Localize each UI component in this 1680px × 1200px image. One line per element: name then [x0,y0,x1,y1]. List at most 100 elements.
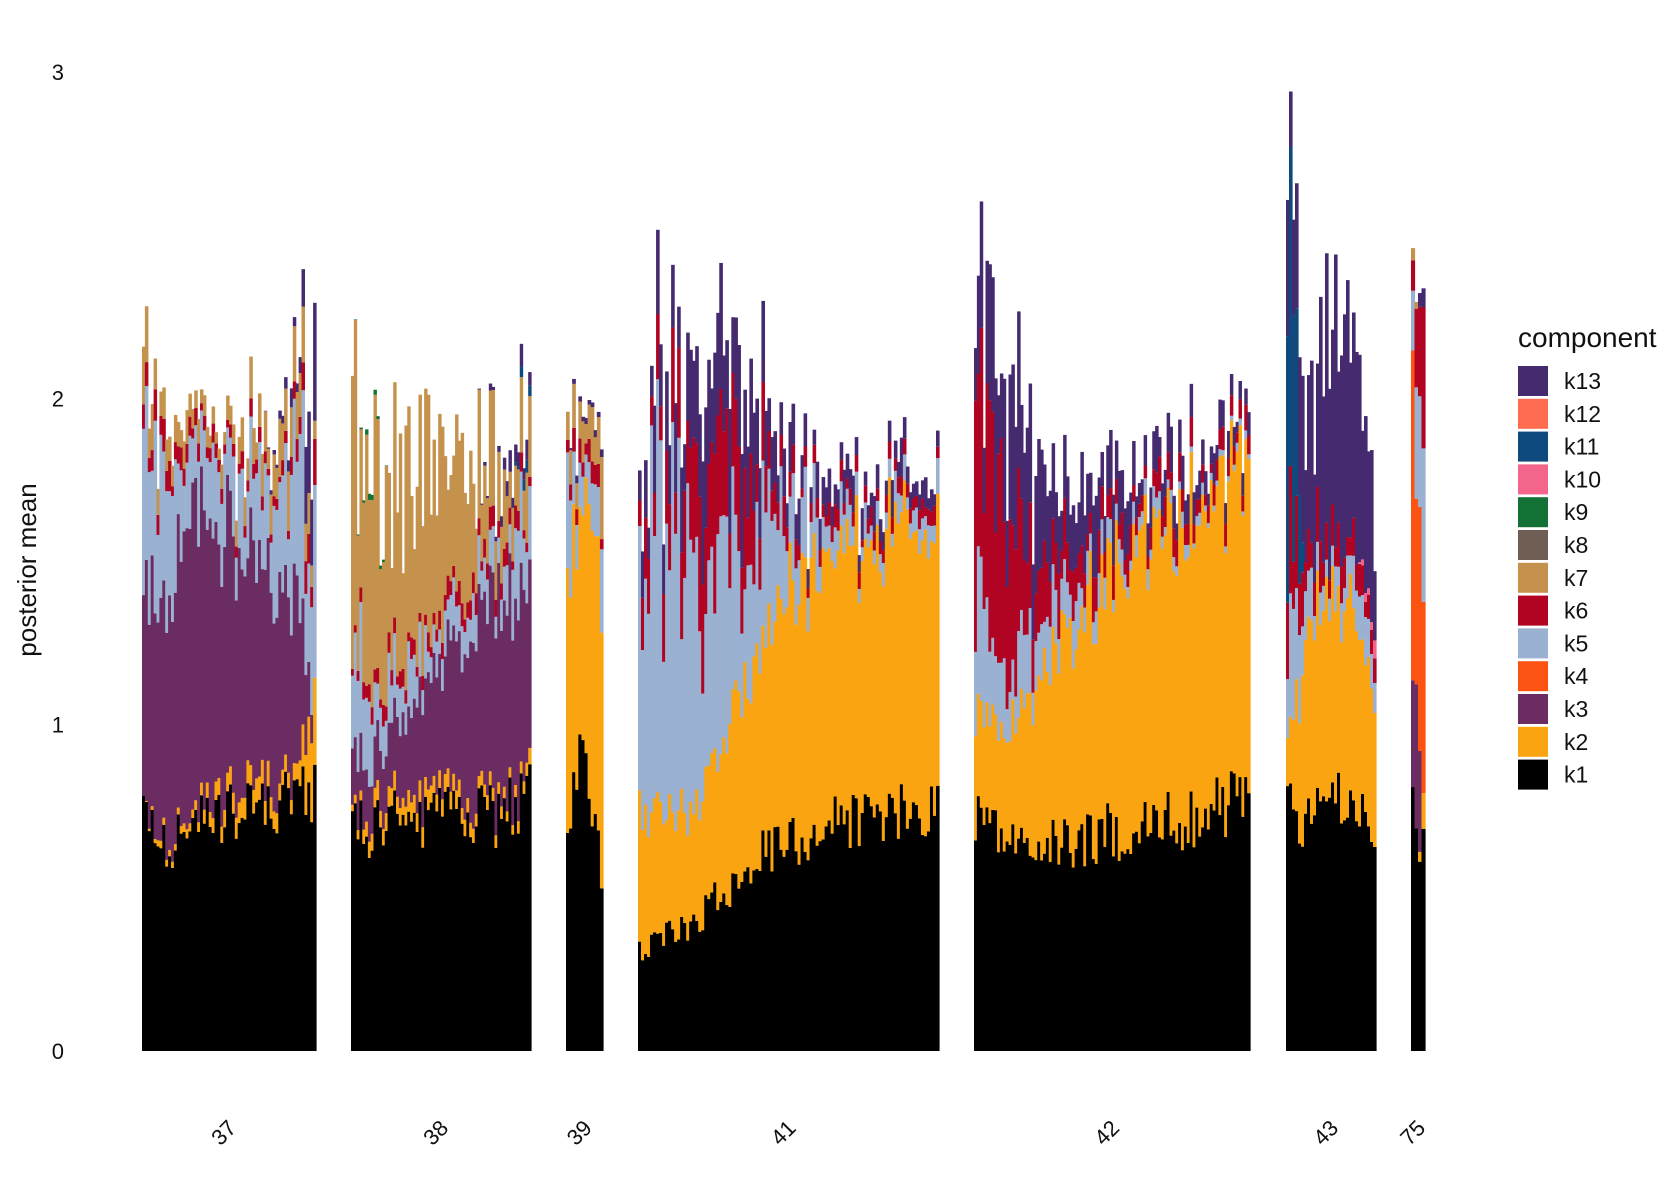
bar-segment-k6 [258,427,262,442]
bar-segment-k7 [264,411,268,451]
bar-segment-k13 [936,431,940,447]
bar-segment-k13 [638,470,642,500]
y-tick-label: 0 [52,1039,64,1064]
bar-segment-k5 [1144,478,1147,494]
legend-swatch-k2 [1518,727,1548,757]
bar-segment-k5 [1415,387,1419,498]
bar-segment-k13 [1132,441,1135,485]
bar-segment-k13 [503,458,506,470]
bar-segment-k7 [229,406,233,425]
bar-segment-k3 [528,559,531,748]
bar-segment-k13 [273,450,277,454]
bar-segment-k7 [203,395,207,416]
legend-label-k4: k4 [1564,663,1589,689]
bar-segment-k13 [591,402,595,407]
facet-label-42: 42 [1089,1115,1124,1150]
facet-panel-42 [974,201,1251,1051]
bar-segment-k6 [1239,399,1242,418]
bar-segment-k5 [1221,450,1224,455]
y-tick-label: 1 [52,713,64,738]
legend-label-k1: k1 [1564,762,1588,788]
bar-segment-k2 [1418,852,1422,862]
bar-segment-k7 [572,384,576,428]
facet-label-39: 39 [562,1115,597,1150]
bar-segment-k6 [864,486,868,503]
facet-label-43: 43 [1308,1115,1343,1150]
bar-segment-k6 [302,362,306,390]
bar-segment-k3 [1418,751,1422,852]
bar-segment-k13 [520,344,523,367]
bar-segment-k2 [936,494,940,786]
legend-item-k13: k13 [1518,366,1601,396]
bar-segment-k13 [1295,183,1299,308]
bar-segment-k13 [1178,420,1181,453]
bar-segment-k7 [313,421,317,439]
bar-segment-k13 [813,430,817,445]
legend-swatch-k1 [1518,760,1548,790]
bar-segment-k13 [284,377,288,388]
legend-label-k3: k3 [1564,696,1588,722]
bar-segment-k6 [154,389,158,420]
bar-segment-k6 [1418,307,1422,396]
bar-segment-k6 [600,539,604,549]
bar-segment-k13 [1239,381,1242,399]
bar-segment-k13 [1190,384,1193,417]
facet-label-75: 75 [1395,1115,1430,1150]
bar-segment-k13 [767,398,771,431]
bar-segment-k13 [1247,412,1250,435]
bar-segment-k6 [1170,472,1173,490]
bar-segment-k2 [1373,713,1377,847]
facet-panel-39 [566,379,604,1051]
legend-item-k7: k7 [1518,563,1588,593]
bar-segment-k6 [572,428,576,452]
bar-segment-k13 [659,344,663,406]
bar-segment-k9 [385,465,388,466]
bar-segment-k7 [497,452,500,521]
bar-segment-k13 [650,366,654,397]
legend-item-k6: k6 [1518,596,1588,626]
bar-segment-k2 [313,678,317,765]
bar-segment-k7 [215,432,219,443]
bar-segment-k13 [528,372,531,385]
facet-panels [142,92,1426,1051]
bar-segment-k6 [284,431,288,443]
bar-segment-k7 [217,449,221,460]
bar-segment-k1 [936,786,940,1051]
bar-segment-k13 [497,446,500,452]
bar-segment-k6 [492,506,495,527]
bar-segment-k7 [249,357,253,399]
bar-segment-k1 [313,765,317,1051]
bar-segment-k7 [1411,248,1415,260]
bar-segment-k13 [1201,439,1204,464]
y-tick-label: 2 [52,386,64,411]
bar-segment-k7 [212,407,216,424]
bar-segment-k2 [1422,793,1426,829]
bar-segment-k13 [478,389,481,390]
bar-segment-k13 [572,379,576,384]
bar-segment-k13 [755,399,759,465]
bar-segment-k7 [145,306,149,362]
bar-segment-k6 [241,451,245,469]
bar-segment-k13 [737,345,741,447]
bar-segment-k7 [600,457,604,539]
bar-segment-k13 [492,387,495,390]
bar-segment-k13 [267,447,271,448]
bar-segment-k6 [1190,417,1193,447]
bar-segment-k13 [1144,435,1147,465]
legend-label-k9: k9 [1564,499,1588,525]
bar-segment-k6 [145,362,149,386]
facet-panel-43 [1286,92,1377,1051]
legend-item-k4: k4 [1518,661,1589,691]
legend-item-k12: k12 [1518,399,1601,429]
bar-segment-k6 [813,445,817,463]
bar-segment-k7 [1415,302,1419,309]
legend-swatch-k6 [1518,596,1548,626]
legend-item-k8: k8 [1518,530,1588,560]
bar-segment-k7 [492,390,495,506]
legend-label-k10: k10 [1564,466,1601,492]
bar-segment-k13 [980,201,983,327]
bar-segment-k6 [249,398,253,416]
bar-segment-k13 [906,467,910,484]
bar-segment-k5 [1418,396,1422,507]
